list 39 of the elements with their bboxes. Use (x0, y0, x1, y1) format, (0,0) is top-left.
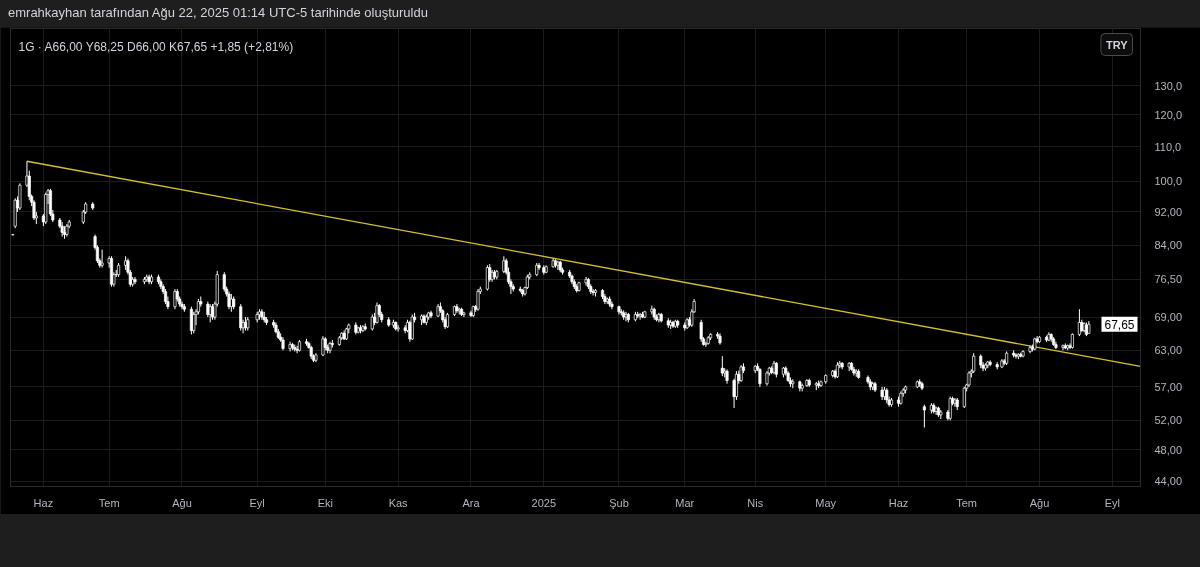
y-tick-label: 92,00 (1154, 205, 1183, 218)
x-tick-label: Mar (675, 496, 695, 509)
x-tick-label: Ara (462, 496, 481, 509)
y-tick-label: 130,0 (1154, 79, 1183, 92)
x-tick-label: Eyl (249, 496, 265, 509)
y-tick-label: 57,00 (1154, 380, 1183, 393)
y-tick-label: 110,0 (1154, 140, 1182, 153)
y-tick-label: 52,00 (1154, 414, 1183, 427)
x-tick-label: Tem (98, 496, 120, 509)
x-tick-label: Eyl (1104, 496, 1120, 509)
x-tick-label: May (815, 496, 837, 509)
y-tick-label: 44,00 (1154, 475, 1183, 488)
candlestick (962, 386, 966, 409)
x-tick-label: Ağu (172, 496, 192, 509)
candlestick (972, 352, 976, 374)
y-tick-label: 76,50 (1154, 273, 1183, 286)
y-tick-label: 100,0 (1154, 175, 1183, 188)
annotation: 67,65 (1104, 317, 1135, 332)
x-tick-label: Kas (388, 496, 409, 509)
candlestick (32, 199, 36, 221)
annotation: TRY (1105, 38, 1129, 51)
candlestick (922, 404, 926, 429)
x-tick-label: Eki (317, 496, 333, 509)
x-tick-label: Ağu (1029, 496, 1050, 509)
y-tick-label: 48,00 (1154, 443, 1183, 456)
x-tick-label: Nis (747, 496, 764, 509)
x-tick-label: Şub (609, 496, 629, 509)
x-tick-label: Haz (888, 496, 909, 509)
y-tick-label: 63,00 (1154, 344, 1183, 357)
x-tick-label: Tem (956, 496, 978, 509)
x-tick-label: 2025 (531, 496, 557, 509)
text: 1G · A66,00 Y68,25 D66,00 K67,65 +1,85 (+2,81%) (18, 39, 294, 54)
chart-title: emrahkayhan tarafından Ağu 22, 2025 01:14 UTC-5 tarihinde oluşturuldu (8, 4, 428, 22)
y-tick-label: 120,0 (1154, 108, 1183, 121)
x-tick-label: Haz (33, 496, 54, 509)
y-tick-label: 69,00 (1154, 311, 1183, 324)
candlestick (222, 271, 226, 293)
candlestick (699, 319, 703, 343)
y-tick-label: 84,00 (1154, 239, 1183, 252)
